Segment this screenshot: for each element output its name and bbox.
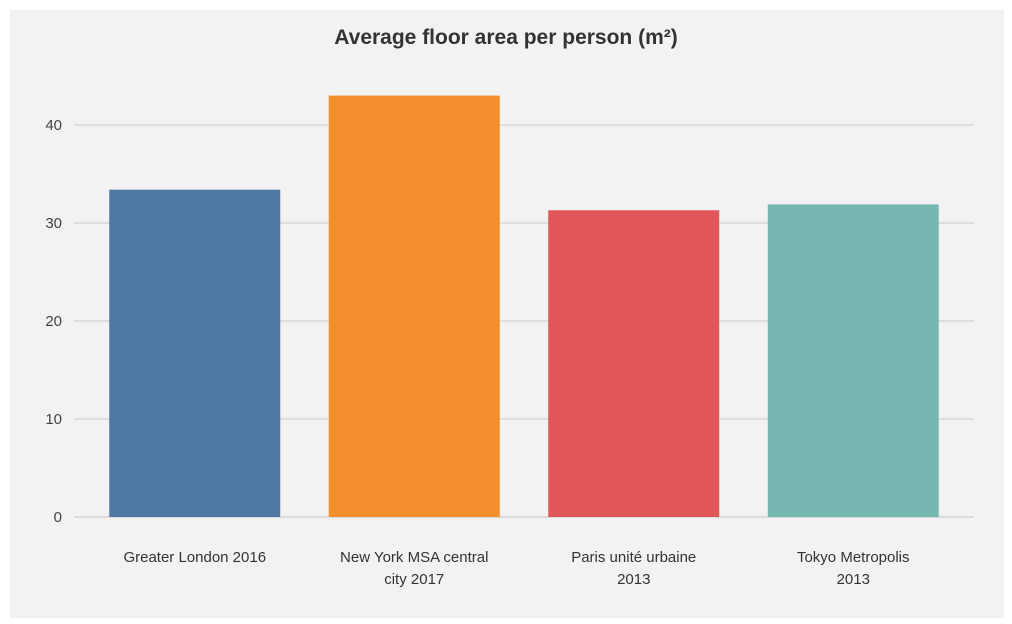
x-axis-labels: Greater London 2016 New York MSA central c… — [123, 549, 909, 588]
x-category-label: Paris unité urbaine 2013 — [571, 549, 696, 588]
bars — [109, 95, 939, 517]
y-tick-label: 40 — [45, 117, 62, 134]
bar — [328, 95, 500, 517]
x-category-label: Tokyo Metropolis 2013 — [797, 549, 910, 588]
y-tick-label: 0 — [54, 509, 62, 526]
bar — [767, 204, 939, 517]
x-category-label: New York MSA central city 2017 — [340, 549, 488, 588]
y-tick-label: 10 — [45, 411, 62, 428]
y-tick-label: 20 — [45, 313, 62, 330]
y-tick-label: 30 — [45, 215, 62, 232]
bar — [548, 210, 720, 517]
chart-title: Average floor area per person (m²) — [334, 26, 678, 49]
bar — [109, 189, 281, 517]
y-axis-ticks: 0 10 20 30 40 — [45, 117, 62, 526]
x-category-label: Greater London 2016 — [123, 549, 266, 566]
